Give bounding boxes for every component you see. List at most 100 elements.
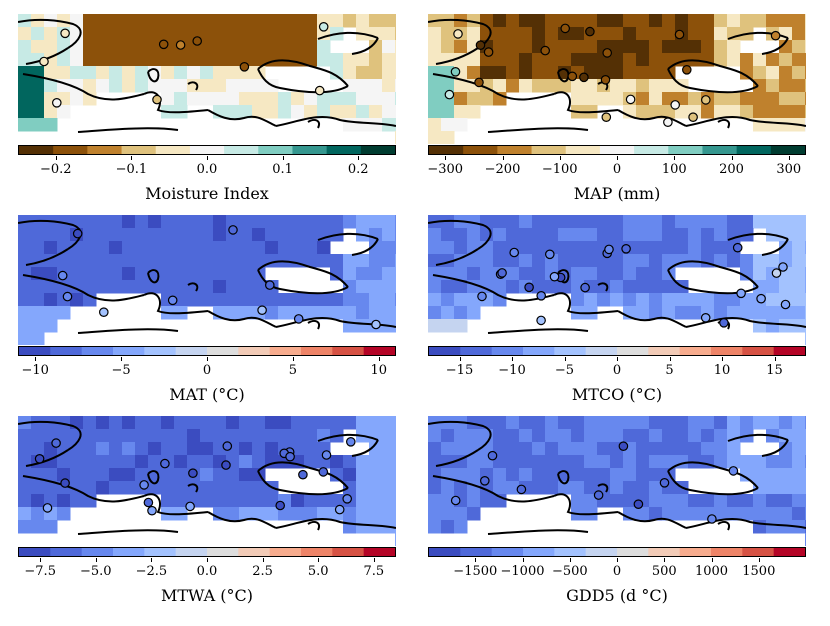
grid-cell <box>545 53 559 67</box>
grid-cell <box>636 481 650 495</box>
grid-cell <box>792 66 806 80</box>
site-dot <box>567 71 578 82</box>
colorbar-tick <box>151 558 153 562</box>
grid-cell <box>187 79 201 93</box>
grid-cell <box>688 494 702 508</box>
grid-cell <box>44 267 58 281</box>
grid-cell <box>662 228 676 242</box>
site-dot <box>222 441 233 451</box>
grid-cell <box>213 280 227 294</box>
grid-cell <box>623 228 637 242</box>
colorbar-tick-label: 5 <box>665 363 674 378</box>
grid-cell <box>519 416 533 430</box>
grid-cell <box>727 53 741 67</box>
grid-cell <box>213 228 227 242</box>
grid-cell <box>740 66 754 80</box>
grid-cell <box>265 306 279 320</box>
grid-cell <box>382 92 396 106</box>
grid-cell <box>200 14 214 28</box>
grid-cell <box>395 254 396 268</box>
grid-cell <box>395 53 396 67</box>
site-dot <box>736 288 746 299</box>
grid-cell <box>356 215 370 229</box>
grid-cell <box>610 254 624 268</box>
map-mtwa <box>18 416 396 546</box>
grid-cell <box>330 455 344 469</box>
grid-cell <box>161 79 175 93</box>
grid-cell <box>727 455 741 469</box>
grid-cell <box>291 241 305 255</box>
grid-cell <box>493 66 507 80</box>
grid-cell <box>200 293 214 307</box>
grid-cell <box>753 254 767 268</box>
grid-cell <box>714 507 728 521</box>
site-dot <box>257 305 267 315</box>
grid-cell <box>382 481 396 495</box>
coastline <box>617 511 687 529</box>
site-dot <box>540 45 550 56</box>
grid-cell <box>675 293 689 307</box>
grid-cell <box>740 254 754 268</box>
grid-cell <box>187 293 201 307</box>
grid-cell <box>467 241 481 255</box>
colorbar-tick <box>35 357 37 361</box>
grid-cell <box>649 79 663 93</box>
grid-cell <box>649 27 663 41</box>
grid-cell <box>493 79 507 93</box>
site-dot <box>536 291 546 301</box>
grid-cell <box>356 481 370 495</box>
colorbar-segment <box>702 146 738 154</box>
grid-cell <box>766 92 780 106</box>
grid-cell <box>252 455 266 469</box>
grid-cell <box>701 429 715 443</box>
grid-cell <box>701 228 715 242</box>
coastline <box>761 439 789 457</box>
site-dot <box>72 228 83 239</box>
colorbar-segment <box>81 548 114 556</box>
grid-cell <box>252 40 266 54</box>
grid-cell <box>18 332 32 345</box>
grid-cell <box>317 293 331 307</box>
grid-cell <box>441 79 455 93</box>
grid-cell <box>213 53 227 67</box>
grid-cell <box>31 92 45 106</box>
grid-cell <box>805 533 806 546</box>
grid-cell <box>265 92 279 106</box>
grid-cell <box>70 455 84 469</box>
site-dot <box>160 458 170 469</box>
grid-cell <box>356 468 370 482</box>
colorbar-segment <box>736 146 772 154</box>
grid-cell <box>148 280 162 294</box>
grid-cell <box>109 280 123 294</box>
grid-cell <box>356 293 370 307</box>
grid-cell <box>161 27 175 41</box>
grid-cell <box>18 241 32 255</box>
grid-cell <box>649 53 663 67</box>
colorbar-tick <box>722 357 723 361</box>
colorbar-tick-label: 7.5 <box>363 564 385 579</box>
coastline <box>22 274 145 302</box>
grid-cell <box>753 92 767 106</box>
grid-cell <box>83 267 97 281</box>
grid-cell <box>779 27 793 41</box>
grid-cell <box>96 267 110 281</box>
colorbar-segment <box>497 146 533 154</box>
coastline <box>257 269 349 295</box>
grid-cell <box>200 40 214 54</box>
site-dot <box>62 291 73 302</box>
grid-cell <box>727 507 741 521</box>
grid-cell <box>57 507 71 521</box>
grid-cell <box>571 40 585 54</box>
coastline <box>143 493 209 516</box>
grid-cell <box>701 105 715 119</box>
grid-cell <box>779 118 793 132</box>
grid-cell <box>343 66 357 80</box>
colorbar-tick <box>731 156 733 160</box>
grid-cell <box>636 215 650 229</box>
grid-cell <box>109 228 123 242</box>
grid-cell <box>369 468 383 482</box>
grid-cell <box>304 105 318 119</box>
grid-cell <box>213 481 227 495</box>
grid-cell <box>200 280 214 294</box>
grid-cell <box>96 254 110 268</box>
